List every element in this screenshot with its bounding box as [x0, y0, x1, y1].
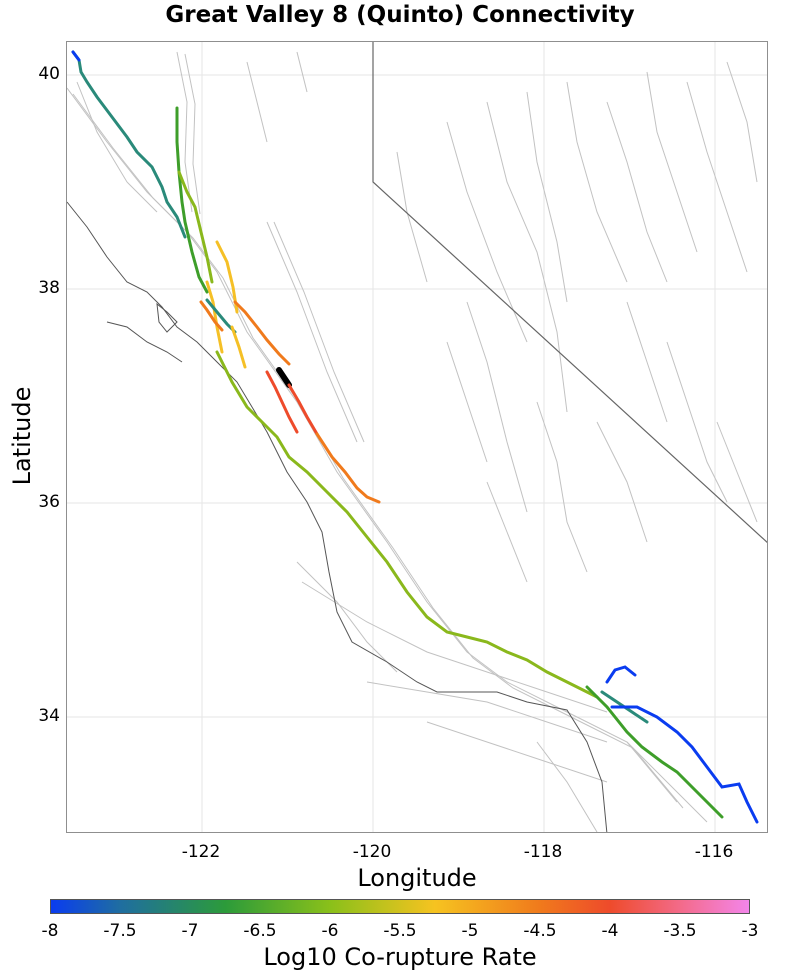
section-blue-hook	[605, 665, 637, 684]
y-tick-38: 38	[38, 278, 60, 298]
cb-tick-5: -5.5	[383, 921, 417, 941]
section-orange-mid	[199, 300, 224, 332]
x-tick-122: -122	[181, 842, 221, 862]
x-tick-116: -116	[694, 842, 734, 862]
section-redorange-b	[287, 383, 319, 436]
coastline	[67, 201, 608, 832]
section-selected	[276, 367, 292, 388]
cb-tick-8: -4	[601, 921, 619, 941]
section-green-upper	[175, 106, 209, 294]
cb-tick-1: -7.5	[103, 921, 137, 941]
colorbar-label: Log10 Co-rupture Rate	[263, 943, 537, 971]
section-green-south	[585, 685, 724, 819]
x-tick-120: -120	[352, 842, 392, 862]
cb-tick-9: -3.5	[663, 921, 697, 941]
cb-tick-2: -7	[181, 921, 199, 941]
cb-tick-3: -6.5	[243, 921, 277, 941]
cb-tick-7: -4.5	[523, 921, 557, 941]
section-yellow-a	[215, 240, 239, 314]
cb-tick-10: -3	[741, 921, 759, 941]
state-border	[372, 42, 767, 543]
section-yellow-c	[230, 325, 247, 369]
cb-tick-0: -8	[41, 921, 59, 941]
section-orange-upper	[233, 300, 291, 366]
section-blue-south	[610, 705, 759, 824]
section-yellow-b	[205, 280, 224, 354]
section-orange-lower	[315, 432, 381, 504]
cb-tick-6: -5	[461, 921, 479, 941]
section-north-coast	[71, 50, 187, 239]
cb-tick-4: -6	[321, 921, 339, 941]
section-redorange-a	[265, 370, 299, 434]
fault-section-outlines	[67, 51, 758, 832]
map-svg	[67, 42, 767, 832]
section-north-coast-tip	[71, 50, 81, 62]
chart-title: Great Valley 8 (Quinto) Connectivity	[165, 2, 635, 28]
x-axis-label: Longitude	[357, 864, 477, 892]
colorbar	[50, 899, 750, 914]
map-plot-area	[66, 41, 768, 833]
y-tick-34: 34	[38, 706, 60, 726]
section-yellowgreen-main	[215, 350, 599, 699]
gridlines	[67, 42, 767, 832]
y-axis-label: Latitude	[8, 386, 36, 486]
y-tick-40: 40	[38, 64, 60, 84]
section-yellowgreen-upper	[177, 170, 214, 284]
x-tick-118: -118	[523, 842, 563, 862]
rupture-sections	[71, 50, 759, 824]
y-tick-36: 36	[38, 492, 60, 512]
